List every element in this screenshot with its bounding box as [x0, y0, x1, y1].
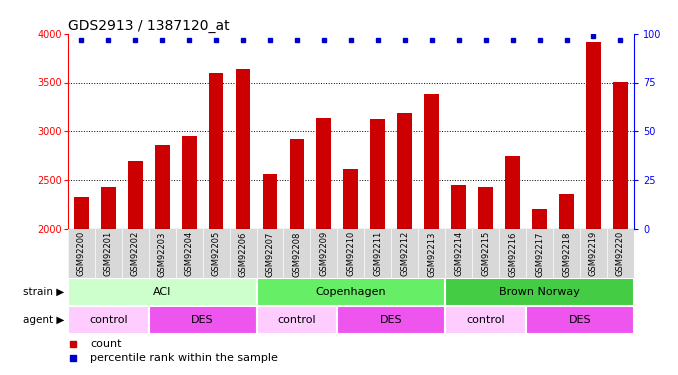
Bar [613, 81, 628, 229]
Bar [559, 194, 574, 229]
Text: GSM92208: GSM92208 [292, 231, 302, 277]
Text: DES: DES [569, 315, 591, 325]
Bar [68, 306, 148, 334]
Text: control: control [277, 315, 316, 325]
Text: DES: DES [191, 315, 214, 325]
Text: GSM92206: GSM92206 [239, 231, 247, 277]
Text: count: count [90, 339, 122, 349]
Text: GSM92205: GSM92205 [212, 231, 220, 276]
Bar [344, 169, 358, 229]
Text: GSM92202: GSM92202 [131, 231, 140, 276]
Text: strain ▶: strain ▶ [23, 286, 64, 297]
Bar [236, 69, 250, 229]
Bar [532, 209, 547, 229]
Text: control: control [466, 315, 505, 325]
Text: GSM92213: GSM92213 [427, 231, 436, 277]
Bar [182, 136, 197, 229]
Text: GSM92212: GSM92212 [400, 231, 410, 276]
Bar [424, 94, 439, 229]
Bar [317, 118, 332, 229]
Text: GSM92209: GSM92209 [319, 231, 328, 276]
Bar [505, 156, 520, 229]
Bar [370, 118, 385, 229]
Bar [74, 196, 89, 229]
Text: control: control [89, 315, 127, 325]
Text: percentile rank within the sample: percentile rank within the sample [90, 353, 279, 363]
Text: GSM92220: GSM92220 [616, 231, 625, 276]
Text: GSM92201: GSM92201 [104, 231, 113, 276]
Bar [127, 160, 142, 229]
Text: GSM92207: GSM92207 [266, 231, 275, 277]
Text: GSM92218: GSM92218 [562, 231, 571, 277]
Bar [445, 278, 634, 306]
Bar [478, 187, 493, 229]
Text: GSM92219: GSM92219 [589, 231, 598, 276]
Text: GSM92211: GSM92211 [374, 231, 382, 276]
Bar [452, 185, 466, 229]
Bar [586, 42, 601, 229]
Bar [101, 187, 116, 229]
Bar [256, 306, 338, 334]
Text: GSM92200: GSM92200 [77, 231, 86, 276]
Text: GSM92216: GSM92216 [508, 231, 517, 277]
Bar [338, 306, 445, 334]
Bar [256, 278, 445, 306]
Text: GDS2913 / 1387120_at: GDS2913 / 1387120_at [68, 19, 229, 33]
Text: agent ▶: agent ▶ [23, 315, 64, 325]
Bar [290, 139, 304, 229]
Text: ACI: ACI [153, 286, 172, 297]
Bar [155, 145, 170, 229]
Bar [262, 174, 277, 229]
Text: GSM92210: GSM92210 [346, 231, 355, 276]
Bar [526, 306, 634, 334]
Bar [397, 113, 412, 229]
Text: DES: DES [380, 315, 403, 325]
Bar [68, 278, 256, 306]
Bar [209, 73, 224, 229]
Text: GSM92214: GSM92214 [454, 231, 463, 276]
Bar [445, 306, 526, 334]
Text: GSM92217: GSM92217 [535, 231, 544, 277]
Text: GSM92204: GSM92204 [184, 231, 194, 276]
Text: Brown Norway: Brown Norway [499, 286, 580, 297]
Text: Copenhagen: Copenhagen [315, 286, 386, 297]
Text: GSM92203: GSM92203 [158, 231, 167, 277]
Bar [148, 306, 256, 334]
Text: GSM92215: GSM92215 [481, 231, 490, 276]
